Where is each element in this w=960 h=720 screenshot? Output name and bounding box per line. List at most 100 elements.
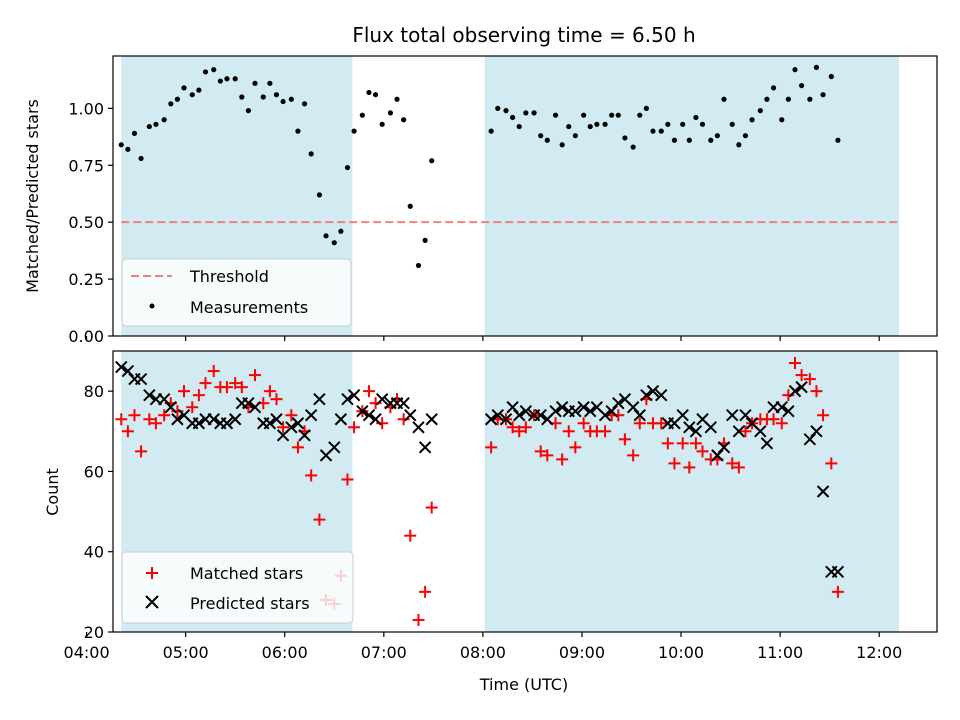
matched-star-point	[285, 409, 298, 422]
matched-star-point	[143, 413, 156, 426]
predicted-star-point	[577, 400, 590, 414]
matched-star-point	[121, 425, 134, 438]
legend-label-threshold: Threshold	[189, 267, 269, 286]
predicted-star-point	[584, 405, 597, 418]
matched-star-point	[506, 421, 519, 434]
measurement-point	[594, 121, 600, 127]
bottom-legend: Matched stars Predicted stars	[121, 551, 354, 624]
measurement-point	[559, 142, 565, 148]
predicted-star-point	[369, 413, 382, 426]
measurement-point	[615, 112, 621, 118]
matched-star-point	[235, 381, 248, 394]
matched-star-point	[192, 389, 205, 402]
x-tick-label: 04:00	[64, 643, 110, 662]
y-tick-label: 40	[84, 543, 104, 562]
measurement-point	[538, 133, 544, 139]
matched-star-point	[767, 413, 780, 426]
measurement-point	[267, 80, 273, 86]
predicted-star-point	[754, 425, 767, 438]
measurement-point	[161, 117, 167, 123]
bottom-x-axis: 04:00 05:00 06:00 07:00 08:00 09:00 10:00 11:00…	[64, 632, 902, 662]
measurements-series	[118, 64, 841, 269]
matched-star-point	[661, 437, 674, 450]
measurement-point	[202, 69, 209, 75]
top-panel: Flux total observing time = 6.50 h 0.000…	[23, 23, 938, 346]
top-y-axis: 0.000.250.500.751.00	[68, 99, 113, 346]
predicted-star-point	[732, 425, 746, 438]
predicted-star-point	[788, 384, 802, 398]
predicted-star-point	[760, 437, 774, 450]
measurement-point	[260, 94, 266, 100]
x-tick-label: 10:00	[658, 643, 704, 662]
measurement-point	[680, 121, 686, 127]
matched-star-point	[676, 437, 689, 450]
matched-star-point	[229, 377, 242, 390]
measurement-point	[798, 82, 805, 89]
measurement-point	[174, 96, 181, 102]
measurement-point	[770, 85, 777, 91]
predicted-star-point	[598, 409, 612, 422]
predicted-star-point	[192, 417, 206, 430]
matched-star-point	[831, 585, 844, 598]
matched-star-point	[186, 401, 199, 414]
measurement-point	[372, 92, 379, 98]
predicted-star-point	[726, 409, 739, 422]
predicted-star-point	[605, 405, 618, 418]
x-tick-label: 05:00	[163, 643, 209, 662]
measurement-point	[544, 137, 550, 143]
matched-star-point	[178, 385, 191, 398]
predicted-star-point	[549, 405, 562, 418]
matched-star-point	[775, 417, 788, 430]
predicted-star-point	[683, 421, 696, 434]
matched-star-point	[683, 461, 696, 474]
predicted-star-point	[347, 388, 361, 402]
predicted-star-point	[356, 405, 369, 418]
measurement-point	[516, 123, 522, 130]
measurement-point	[749, 117, 755, 123]
measurement-point	[387, 110, 394, 116]
measurement-point	[736, 142, 742, 148]
matched-star-point	[291, 441, 304, 454]
legend-label-measurements: Measurements	[190, 298, 308, 317]
predicted-star-point	[831, 565, 845, 578]
shaded-region	[484, 56, 900, 336]
measurement-point	[792, 67, 798, 73]
predicted-star-point	[491, 409, 504, 422]
matched-star-point	[825, 457, 838, 470]
measurement-point	[714, 133, 720, 139]
measurement-point	[785, 96, 791, 102]
matched-star-point	[562, 425, 575, 438]
bottom-y-axis-label: Count	[43, 468, 62, 516]
matched-star-point	[627, 449, 640, 462]
measurement-point	[316, 192, 323, 198]
y-tick-label: 60	[84, 462, 104, 481]
measurement-point	[658, 128, 664, 134]
predicted-star-point	[121, 364, 135, 378]
matched-star-point	[362, 385, 375, 398]
measurement-point	[566, 123, 572, 130]
predicted-star-point	[248, 400, 262, 414]
measurement-point	[721, 96, 727, 102]
measurement-point	[630, 144, 636, 150]
matched-star-point	[220, 381, 233, 394]
predicted-star-point	[803, 433, 817, 446]
matched-star-point	[569, 441, 582, 454]
measurement-point	[196, 87, 202, 93]
measurement-point	[587, 123, 593, 130]
measurement-point	[429, 158, 435, 164]
predicted-star-point	[334, 413, 348, 426]
y-tick-label: 20	[84, 623, 104, 642]
measurement-point	[338, 228, 344, 234]
y-tick-label: 1.00	[68, 99, 104, 118]
matched-star-point	[534, 445, 547, 458]
matched-star-point	[404, 529, 417, 542]
matched-star-point	[249, 369, 262, 382]
measurement-point	[146, 123, 152, 130]
y-tick-label: 0.50	[68, 213, 104, 232]
predicted-star-point	[397, 396, 410, 410]
matched-star-point	[313, 513, 326, 526]
matched-star-point	[519, 421, 532, 434]
top-chart-title: Flux total observing time = 6.50 h	[352, 23, 695, 47]
predicted-star-point	[717, 441, 731, 454]
predicted-legend-swatch	[145, 595, 159, 609]
